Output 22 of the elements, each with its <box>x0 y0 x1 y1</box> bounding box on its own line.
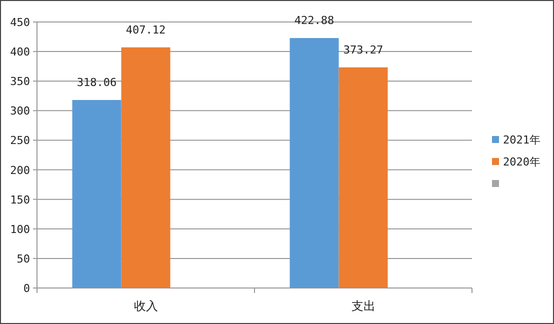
y-tick-label: 350 <box>10 75 30 88</box>
data-label: 373.27 <box>343 43 384 56</box>
data-label: 318.06 <box>76 76 117 89</box>
bar <box>290 38 339 288</box>
y-tick-label: 50 <box>16 252 30 266</box>
x-tick-label: 支出 <box>351 299 376 313</box>
x-tick-label: 收入 <box>134 299 158 313</box>
bar <box>72 100 122 288</box>
y-tick-label: 150 <box>10 193 30 206</box>
data-label: 407.12 <box>126 23 166 36</box>
bar <box>121 47 170 288</box>
y-tick-label: 100 <box>10 222 30 236</box>
y-tick-label: 400 <box>10 46 30 59</box>
legend-label: 2020年 <box>503 156 540 168</box>
y-tick-label: 250 <box>10 134 30 148</box>
y-tick-label: 0 <box>23 282 30 295</box>
legend-label: 2021年 <box>503 134 540 146</box>
y-tick-label: 300 <box>10 104 30 118</box>
data-label: 422.88 <box>294 14 334 28</box>
bar <box>338 67 388 288</box>
y-tick-label: 450 <box>10 16 30 29</box>
y-tick-label: 200 <box>10 164 30 177</box>
